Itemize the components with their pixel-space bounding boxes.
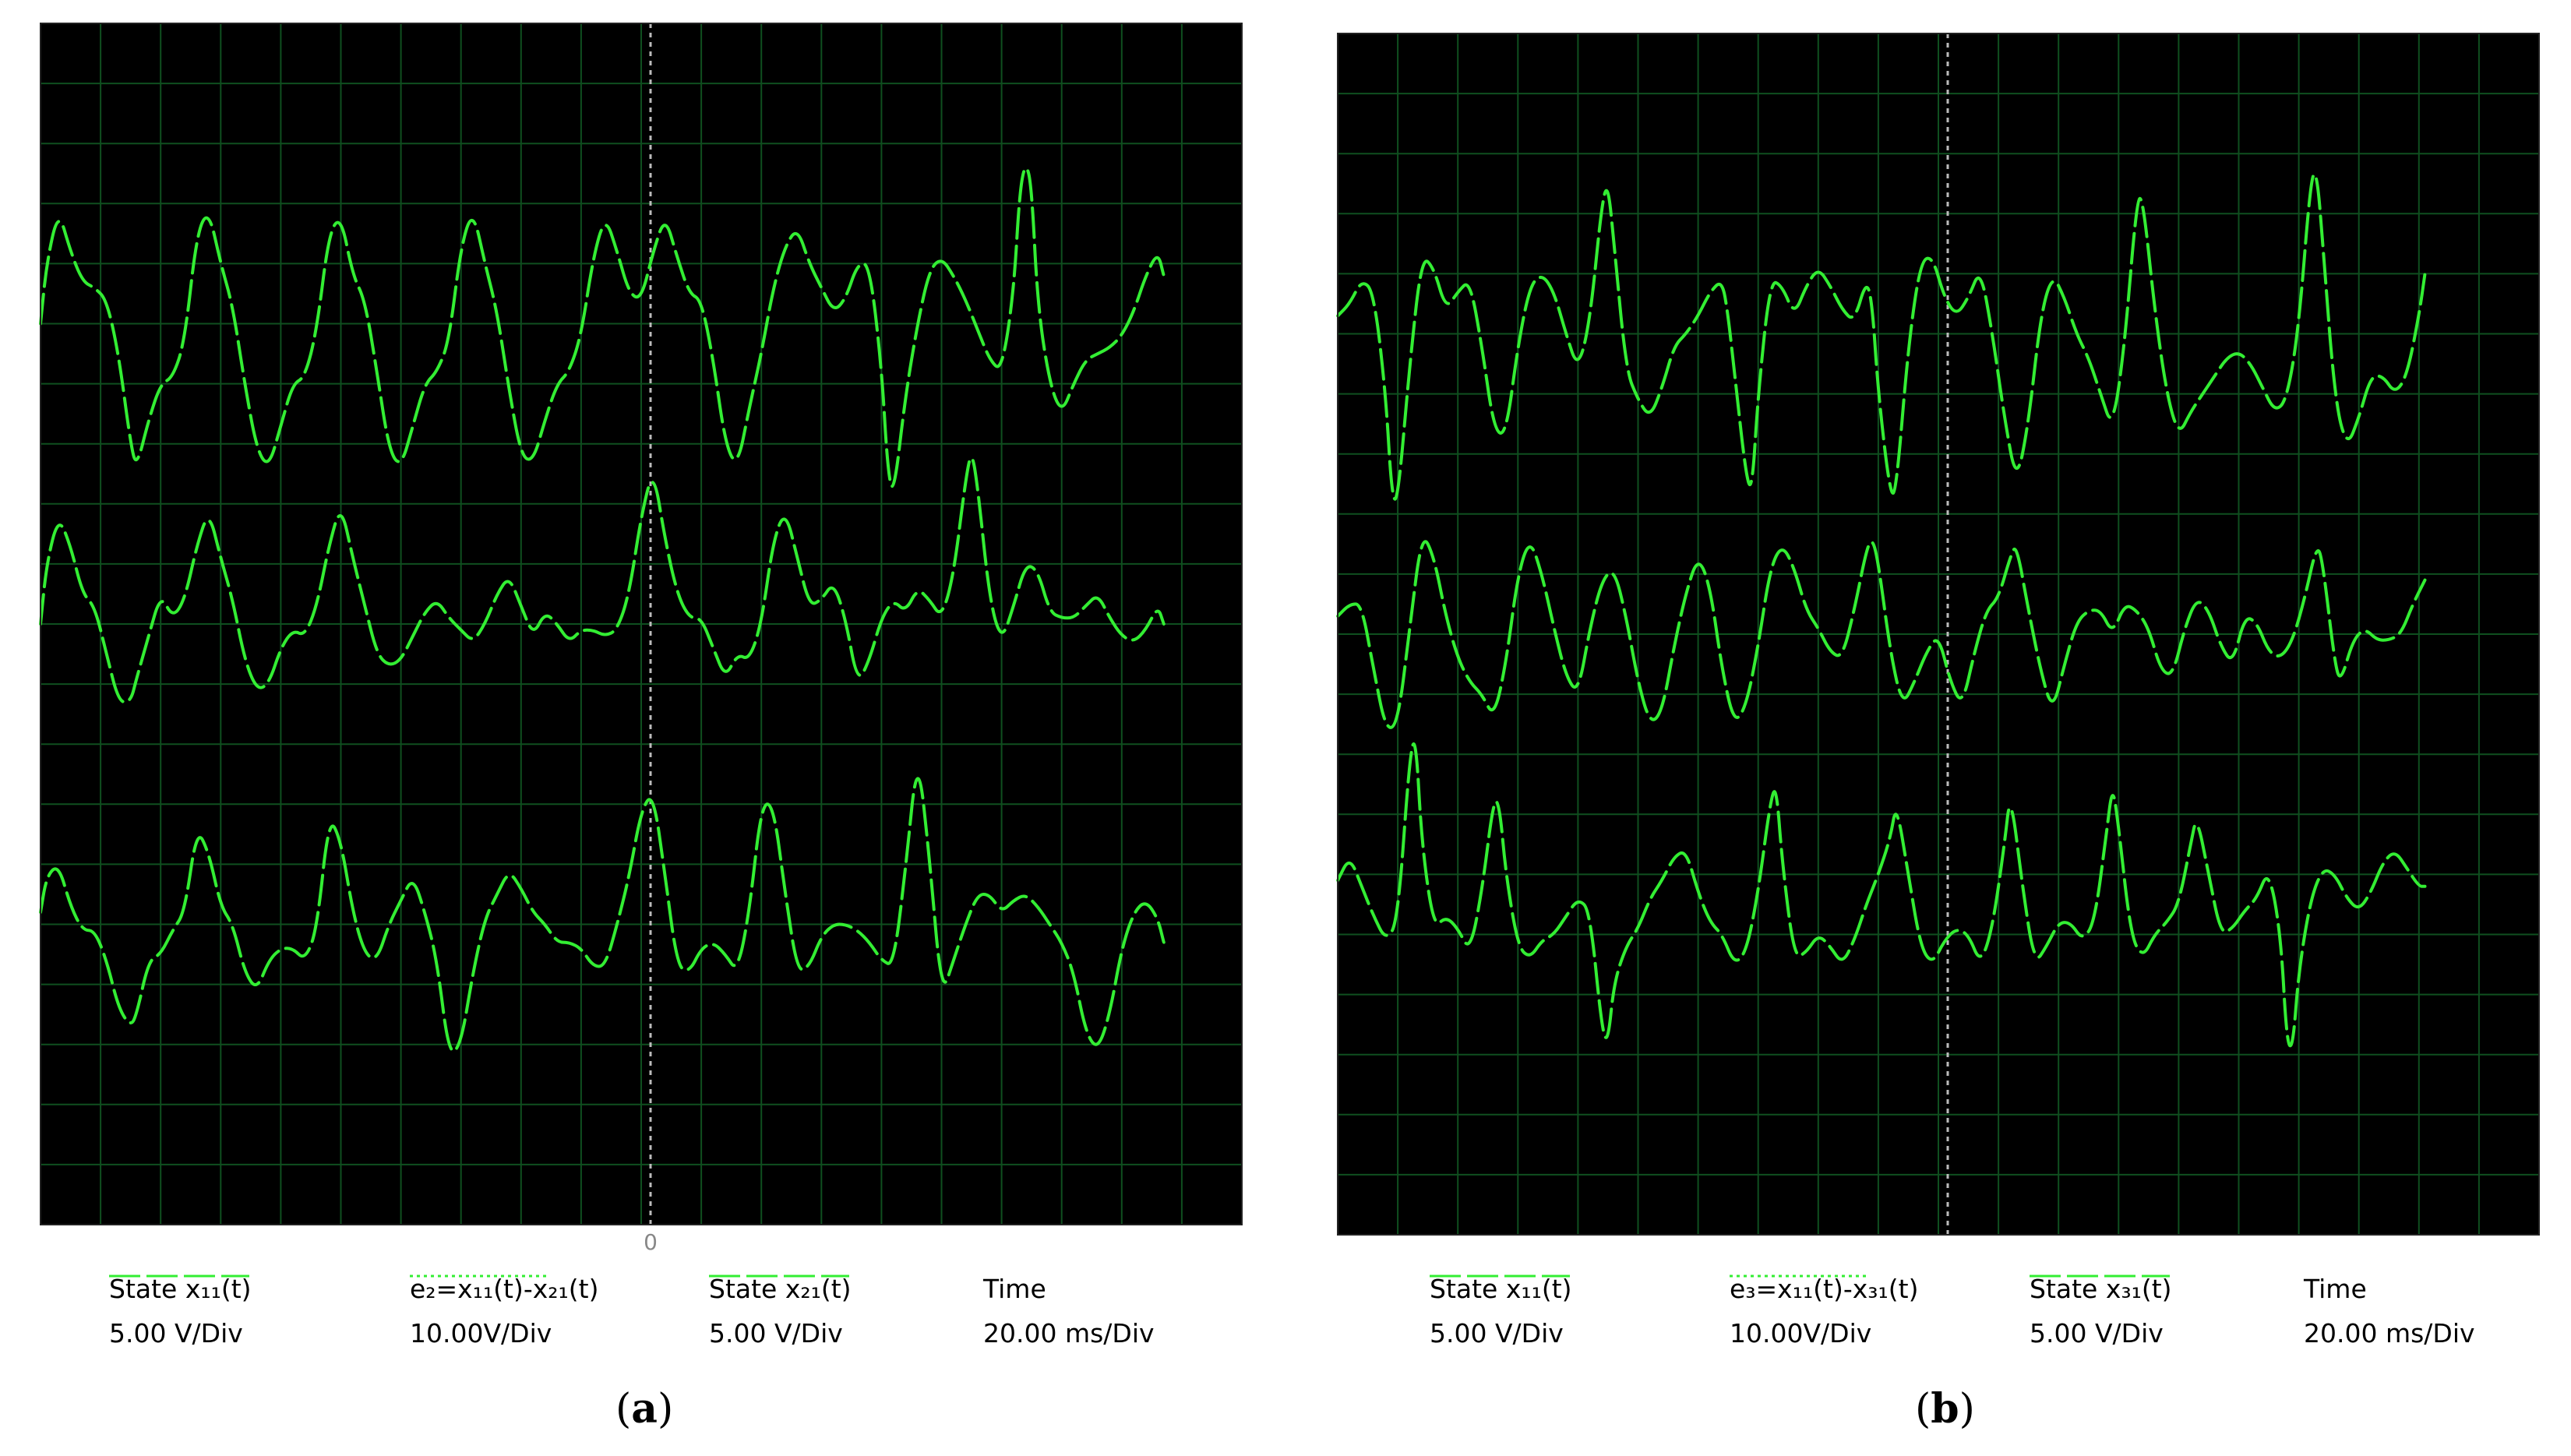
- caption-letter-a: a: [631, 1385, 658, 1433]
- oscilloscope-b: [1336, 33, 2540, 1236]
- legend-name-time-a: Time: [983, 1274, 1046, 1304]
- legend-scale-e3-b: 10.00V/Div: [1730, 1318, 1872, 1348]
- legend-scale-time-a: 20.00 ms/Div: [983, 1318, 1155, 1348]
- legend-name-e2-a: e₂=x₁₁(t)-x₂₁(t): [410, 1274, 599, 1304]
- legend-line-dotted: [1730, 1274, 1870, 1278]
- caption-b: (b): [1915, 1385, 1975, 1433]
- caption-a: (a): [615, 1385, 674, 1433]
- traces-b: [1336, 173, 2427, 1048]
- legend-scale-e2-a: 10.00V/Div: [410, 1318, 552, 1348]
- trace-bottom: [39, 777, 1166, 1053]
- legend-item-x11-b: [1430, 1257, 1570, 1282]
- scope-frame: [1337, 33, 2540, 1236]
- trace-top: [1336, 173, 2427, 501]
- legend-line-dashed: [2030, 1274, 2170, 1278]
- legend-scale-x11-a: 5.00 V/Div: [109, 1318, 243, 1348]
- traces-a: [39, 167, 1166, 1053]
- panel-a: 0 State x₁₁(t) 5.00 V/Div e₂=x₁₁(t)-x₂₁(…: [39, 23, 1243, 1433]
- legend-item-x21-a: [709, 1257, 849, 1282]
- legend-item-e2-a: [410, 1257, 550, 1282]
- caption-letter-b: b: [1931, 1385, 1959, 1433]
- legend-scale-x11-b: 5.00 V/Div: [1430, 1318, 1564, 1348]
- legend-name-x11-a: State x₁₁(t): [109, 1274, 252, 1304]
- trace-middle: [39, 457, 1166, 704]
- legend-name-x31-b: State x₃₁(t): [2030, 1274, 2172, 1304]
- legend-scale-x21-a: 5.00 V/Div: [709, 1318, 843, 1348]
- legend-name-time-b: Time: [2304, 1274, 2367, 1304]
- panel-b: State x₁₁(t) 5.00 V/Div e₃=x₁₁(t)-x₃₁(t)…: [1286, 0, 2571, 1456]
- scope-grid-b: [1338, 33, 2539, 1235]
- scope-grid-a: [41, 23, 1242, 1225]
- legend-item-x31-b: [2030, 1257, 2170, 1282]
- trace-bottom: [1336, 742, 2427, 1048]
- oscilloscope-a: 0: [39, 23, 1243, 1255]
- legend-line-dashed: [1430, 1274, 1570, 1278]
- legend-scale-time-b: 20.00 ms/Div: [2304, 1318, 2475, 1348]
- legend-line-dashed: [109, 1274, 249, 1278]
- legend-line-dashed: [709, 1274, 849, 1278]
- trace-middle: [1336, 540, 2427, 729]
- trace-top: [39, 167, 1166, 488]
- legend-line-dotted: [410, 1274, 550, 1278]
- legend-scale-x31-b: 5.00 V/Div: [2030, 1318, 2164, 1348]
- cursor-zero-label-a: 0: [644, 1229, 658, 1255]
- legend-name-x11-b: State x₁₁(t): [1430, 1274, 1572, 1304]
- legend-name-x21-a: State x₂₁(t): [709, 1274, 852, 1304]
- legend-item-x11-a: [109, 1257, 249, 1282]
- legend-item-e3-b: [1730, 1257, 1870, 1282]
- legend-name-e3-b: e₃=x₁₁(t)-x₃₁(t): [1730, 1274, 1919, 1304]
- scope-frame: [40, 23, 1243, 1225]
